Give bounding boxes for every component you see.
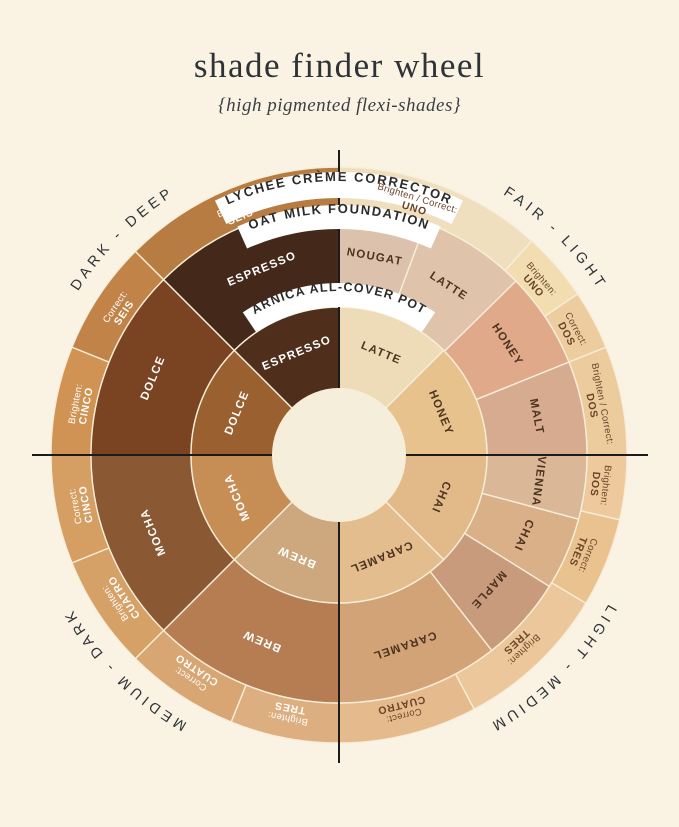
title-block: shade finder wheel {high pigmented flexi… [0, 46, 679, 117]
banner-ribbon-arnica-all-cover-pot [242, 283, 436, 333]
label-corrector-dos: Brighten:DOS [587, 463, 613, 506]
banner-ribbon-oat-milk-foundation [237, 205, 441, 249]
page-title: shade finder wheel [193, 46, 486, 85]
page-subtitle: {high pigmented flexi-shades} [218, 95, 461, 116]
banner-ribbon-lychee-cr-me-corrector [214, 172, 464, 225]
center-circle [272, 388, 406, 522]
